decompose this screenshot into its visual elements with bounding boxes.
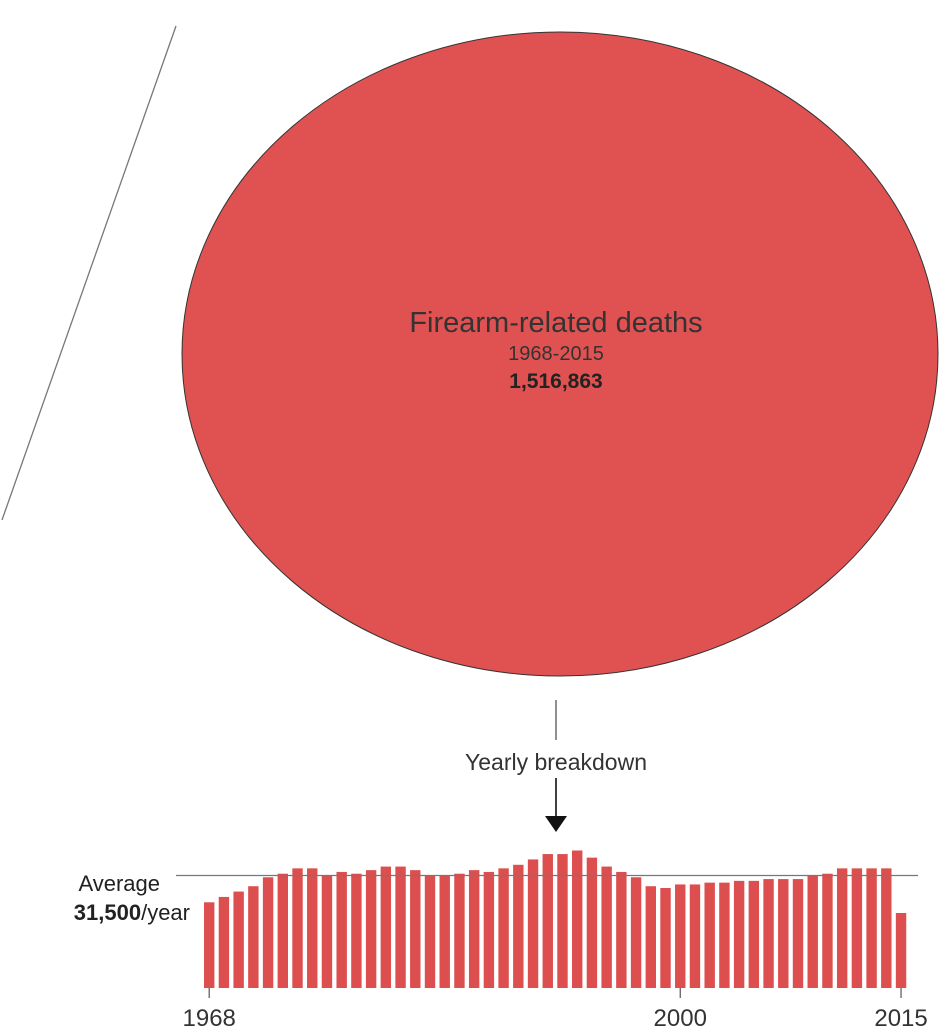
bar-1984 [439,875,450,988]
bar-2011 [836,868,848,988]
circle-total: 1,516,863 [509,370,602,393]
bar-1969 [218,896,230,988]
bar-1968 [204,902,215,988]
bar-1994 [586,857,598,988]
bar-1997 [630,877,642,988]
bar-1976 [321,875,333,988]
bar-1998 [645,886,656,988]
down-arrow-icon [545,816,567,832]
bar-2003 [719,882,730,988]
bar-2001 [689,884,701,988]
bar-1974 [292,868,303,988]
bar-2007 [778,879,789,988]
bar-2015 [895,913,907,988]
bar-1988 [498,868,509,988]
bar-2012 [851,868,863,988]
bar-2009 [807,875,818,988]
bar-2013 [866,868,877,988]
x-axis-ticks: 1968 2000 2015 [183,988,928,1032]
bar-1991 [542,854,553,988]
x-tick-label-2015: 2015 [874,1005,927,1032]
bar-2005 [748,880,760,988]
bar-1975 [307,868,318,988]
bar-1973 [277,873,288,988]
connector-line [1,25,177,521]
bar-2000 [675,884,686,988]
bar-1993 [572,850,583,988]
bar-1970 [233,891,244,988]
bar-1985 [454,873,465,988]
bar-1995 [601,866,612,988]
bar-1992 [557,854,568,988]
x-tick-label-1968: 1968 [183,1005,236,1032]
bar-1982 [410,870,421,988]
yearly-bars [204,850,907,988]
bar-1987 [483,871,495,988]
bar-1996 [616,871,627,988]
circle-period: 1968-2015 [508,343,604,365]
bar-1989 [513,864,524,988]
bar-2008 [792,879,804,988]
bar-1980 [380,866,392,988]
bar-1977 [336,871,347,988]
bar-1981 [395,866,406,988]
bar-2006 [763,879,774,988]
average-unit: /year [141,900,190,925]
callout-label: Yearly breakdown [465,749,647,775]
bar-2010 [822,873,833,988]
bar-1999 [660,888,671,988]
bar-1979 [365,870,377,988]
bar-1971 [248,886,259,988]
average-label: Average [78,871,160,896]
bar-2002 [704,882,715,988]
bar-1978 [351,873,362,988]
bar-1983 [424,875,436,988]
bar-1990 [527,859,539,988]
bar-1972 [262,877,274,988]
x-tick-label-2000: 2000 [654,1005,707,1032]
average-value: 31,500 [74,900,141,925]
total-deaths-circle [181,31,939,677]
bar-2004 [733,880,745,988]
average-value-text: 31,500/year [74,900,190,925]
bar-2014 [881,868,892,988]
circle-title: Firearm-related deaths [409,307,702,339]
bar-1986 [468,870,480,988]
